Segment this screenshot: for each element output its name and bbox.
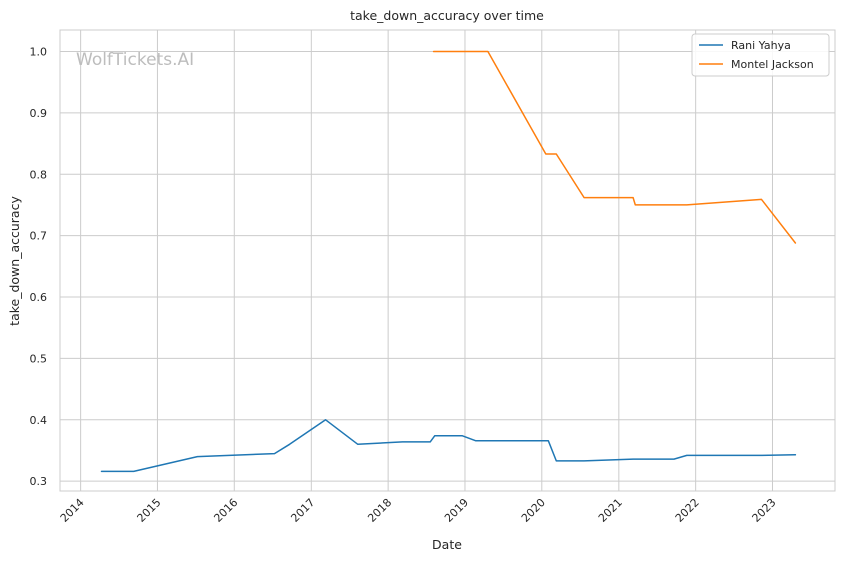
series-line-montel-jackson: [432, 50, 797, 244]
legend-box: [691, 33, 830, 77]
y-tick-label: 0.8: [30, 168, 48, 181]
y-axis-ticks: 0.3 0.4 0.5 0.6 0.7 0.8 0.9 1.0: [30, 45, 48, 488]
legend: Rani Yahya Montel Jackson: [691, 33, 830, 77]
chart-title: take_down_accuracy over time: [350, 8, 544, 23]
y-tick-label: 1.0: [30, 45, 48, 58]
legend-label: Montel Jackson: [731, 58, 814, 71]
x-axis-label: Date: [432, 537, 462, 552]
series-lines: [100, 50, 797, 473]
y-tick-label: 0.3: [30, 475, 48, 488]
y-tick-label: 0.5: [30, 352, 48, 365]
watermark-text: WolfTickets.AI: [76, 50, 194, 70]
plot-area: [60, 30, 835, 491]
y-tick-label: 0.4: [30, 414, 48, 427]
y-tick-label: 0.6: [30, 291, 48, 304]
series-line-rani-yahya: [100, 419, 797, 473]
y-tick-label: 0.9: [30, 107, 48, 120]
plot-frame: [59, 29, 836, 492]
gridlines: [60, 30, 835, 491]
y-tick-label: 0.7: [30, 230, 48, 243]
y-axis-label: take_down_accuracy: [7, 196, 22, 326]
legend-label: Rani Yahya: [731, 39, 791, 52]
